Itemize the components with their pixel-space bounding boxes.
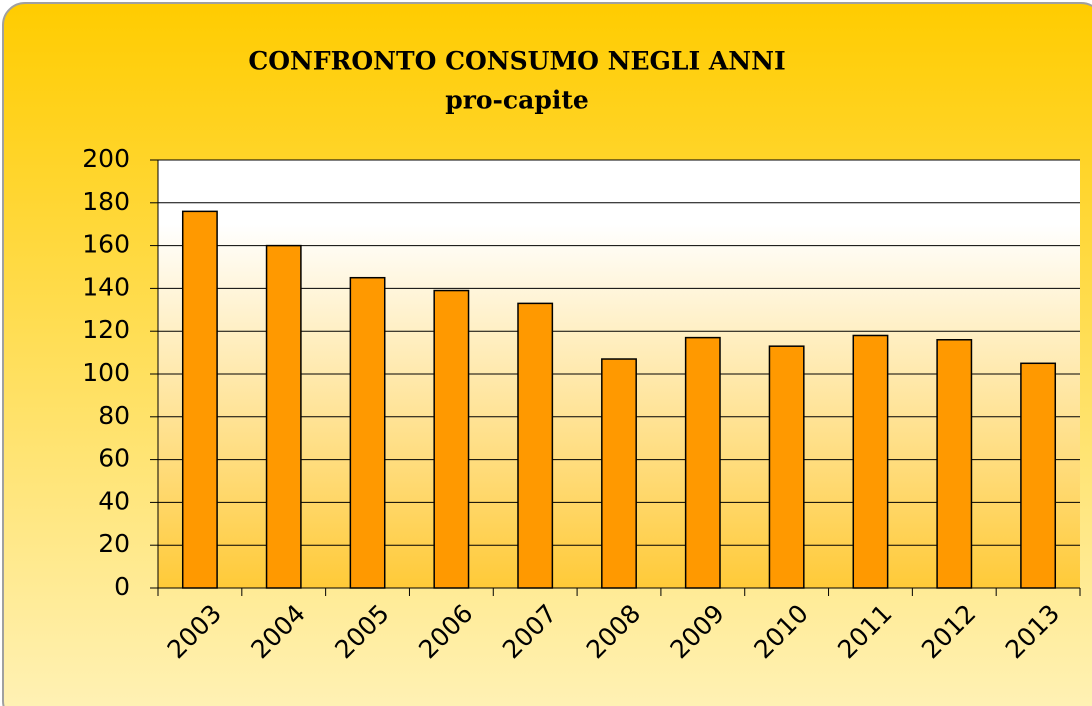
- y-tick-label: 140: [82, 272, 130, 301]
- y-tick-label: 60: [98, 444, 130, 473]
- y-tick-label: 160: [82, 230, 130, 259]
- chart-subtitle: pro-capite: [445, 86, 589, 115]
- bar: [768, 345, 805, 589]
- bar: [265, 244, 302, 589]
- y-tick-label: 180: [82, 187, 130, 216]
- y-tick-label: 20: [98, 529, 130, 558]
- y-tick-label: 40: [98, 486, 130, 515]
- bar: [181, 210, 218, 589]
- bar: [601, 358, 637, 589]
- bar: [684, 336, 721, 589]
- y-tick-label: 200: [82, 144, 130, 173]
- bar: [433, 289, 470, 589]
- bar: [517, 302, 554, 589]
- bar: [852, 334, 889, 589]
- bar: [936, 339, 973, 589]
- bar: [349, 276, 386, 589]
- chart-title: CONFRONTO CONSUMO NEGLI ANNI: [248, 47, 785, 76]
- bar: [1020, 362, 1057, 589]
- y-tick-label: 0: [114, 572, 130, 601]
- y-tick-label: 80: [98, 401, 130, 430]
- y-tick-label: 120: [82, 315, 130, 344]
- y-tick-label: 100: [82, 358, 130, 387]
